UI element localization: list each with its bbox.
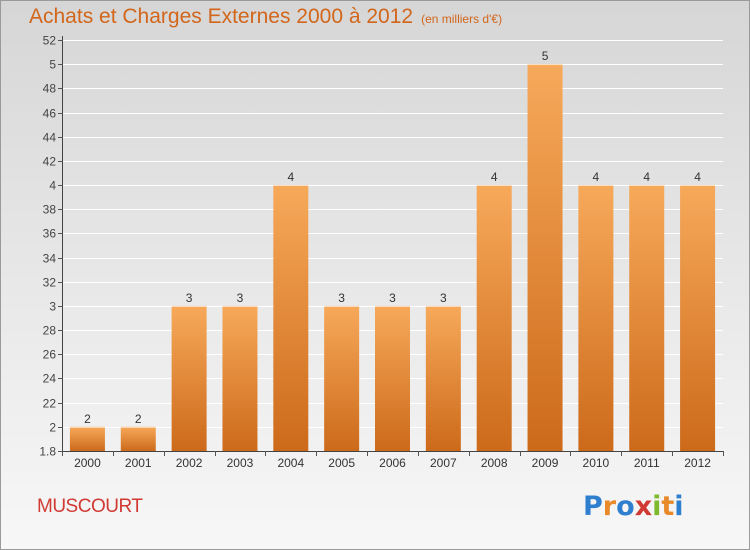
bar-value-label: 4	[643, 170, 650, 184]
bars	[69, 64, 716, 452]
bar	[578, 185, 614, 451]
bar	[324, 305, 360, 451]
chart-subtitle: (en milliers d'€)	[421, 12, 503, 26]
labels: 1.82222426283323436384424446485522200022…	[39, 34, 711, 471]
x-tick-label: 2006	[379, 456, 406, 470]
logo-letter: x	[634, 491, 653, 522]
y-tick-label: 52	[43, 34, 57, 48]
title-text: Achats et Charges Externes 2000 à 2012	[29, 5, 414, 28]
bar-value-label: 3	[440, 291, 447, 305]
x-tick-label: 2008	[481, 456, 508, 470]
y-tick-label: 5	[49, 58, 56, 72]
commune-name: MUSCOURT	[37, 496, 143, 517]
x-tick-label: 2011	[634, 456, 660, 470]
y-tick-label: 24	[43, 372, 57, 386]
x-tick-label: 2010	[583, 456, 610, 470]
bar-value-label: 4	[593, 170, 600, 184]
logo-letter: i	[652, 491, 662, 522]
bar	[476, 185, 512, 451]
y-tick-label: 38	[43, 203, 57, 217]
proxiti-logo: Proxiti	[583, 491, 684, 522]
bar-value-label: 3	[338, 291, 345, 305]
bar-value-label: 3	[237, 291, 244, 305]
y-tick-label: 26	[43, 348, 57, 362]
bar-value-label: 4	[491, 170, 498, 184]
logo-letter: o	[616, 491, 635, 522]
y-tick-label: 34	[43, 252, 57, 266]
bar-value-label: 5	[542, 49, 549, 63]
bar	[222, 305, 258, 451]
bar	[120, 426, 156, 451]
bar	[171, 305, 207, 451]
x-tick-label: 2000	[74, 456, 101, 470]
x-tick-label: 2009	[532, 456, 559, 470]
y-tick-label: 3	[49, 300, 56, 314]
bar-value-label: 4	[287, 170, 294, 184]
y-tick-label: 2	[49, 421, 56, 435]
bar-value-label: 2	[84, 412, 91, 426]
bar-value-label: 3	[389, 291, 396, 305]
y-tick-label: 48	[43, 82, 57, 96]
bar	[425, 305, 461, 451]
y-tick-label: 44	[43, 131, 57, 145]
bar	[629, 185, 665, 451]
bar-value-label: 2	[135, 412, 142, 426]
x-tick-label: 2001	[125, 456, 152, 470]
bar	[680, 185, 716, 451]
y-tick-label: 28	[43, 324, 57, 338]
bar	[273, 185, 309, 451]
y-tick-label: 42	[43, 155, 57, 169]
chart-title: Achats et Charges Externes 2000 à 2012 (e…	[29, 5, 502, 29]
x-tick-label: 2007	[430, 456, 457, 470]
y-tick-label: 1.8	[39, 445, 56, 459]
y-tick-label: 36	[43, 227, 57, 241]
x-tick-label: 2005	[328, 456, 355, 470]
logo-letter: r	[602, 491, 617, 522]
x-tick-label: 2012	[684, 456, 711, 470]
y-tick-label: 4	[49, 179, 56, 193]
logo-letter: i	[674, 491, 684, 522]
bar	[375, 305, 410, 451]
bar	[69, 426, 105, 451]
x-tick-label: 2004	[277, 456, 304, 470]
y-tick-label: 22	[43, 397, 57, 411]
logo-letter: P	[583, 491, 603, 522]
bar-value-label: 3	[186, 291, 193, 305]
x-tick-label: 2002	[176, 456, 203, 470]
y-tick-label: 32	[43, 276, 57, 290]
logo-letter: t	[661, 491, 675, 522]
axes	[58, 36, 724, 456]
bar	[527, 64, 563, 452]
bar-value-label: 4	[694, 170, 701, 184]
x-tick-label: 2003	[227, 456, 254, 470]
y-tick-label: 46	[43, 107, 57, 121]
